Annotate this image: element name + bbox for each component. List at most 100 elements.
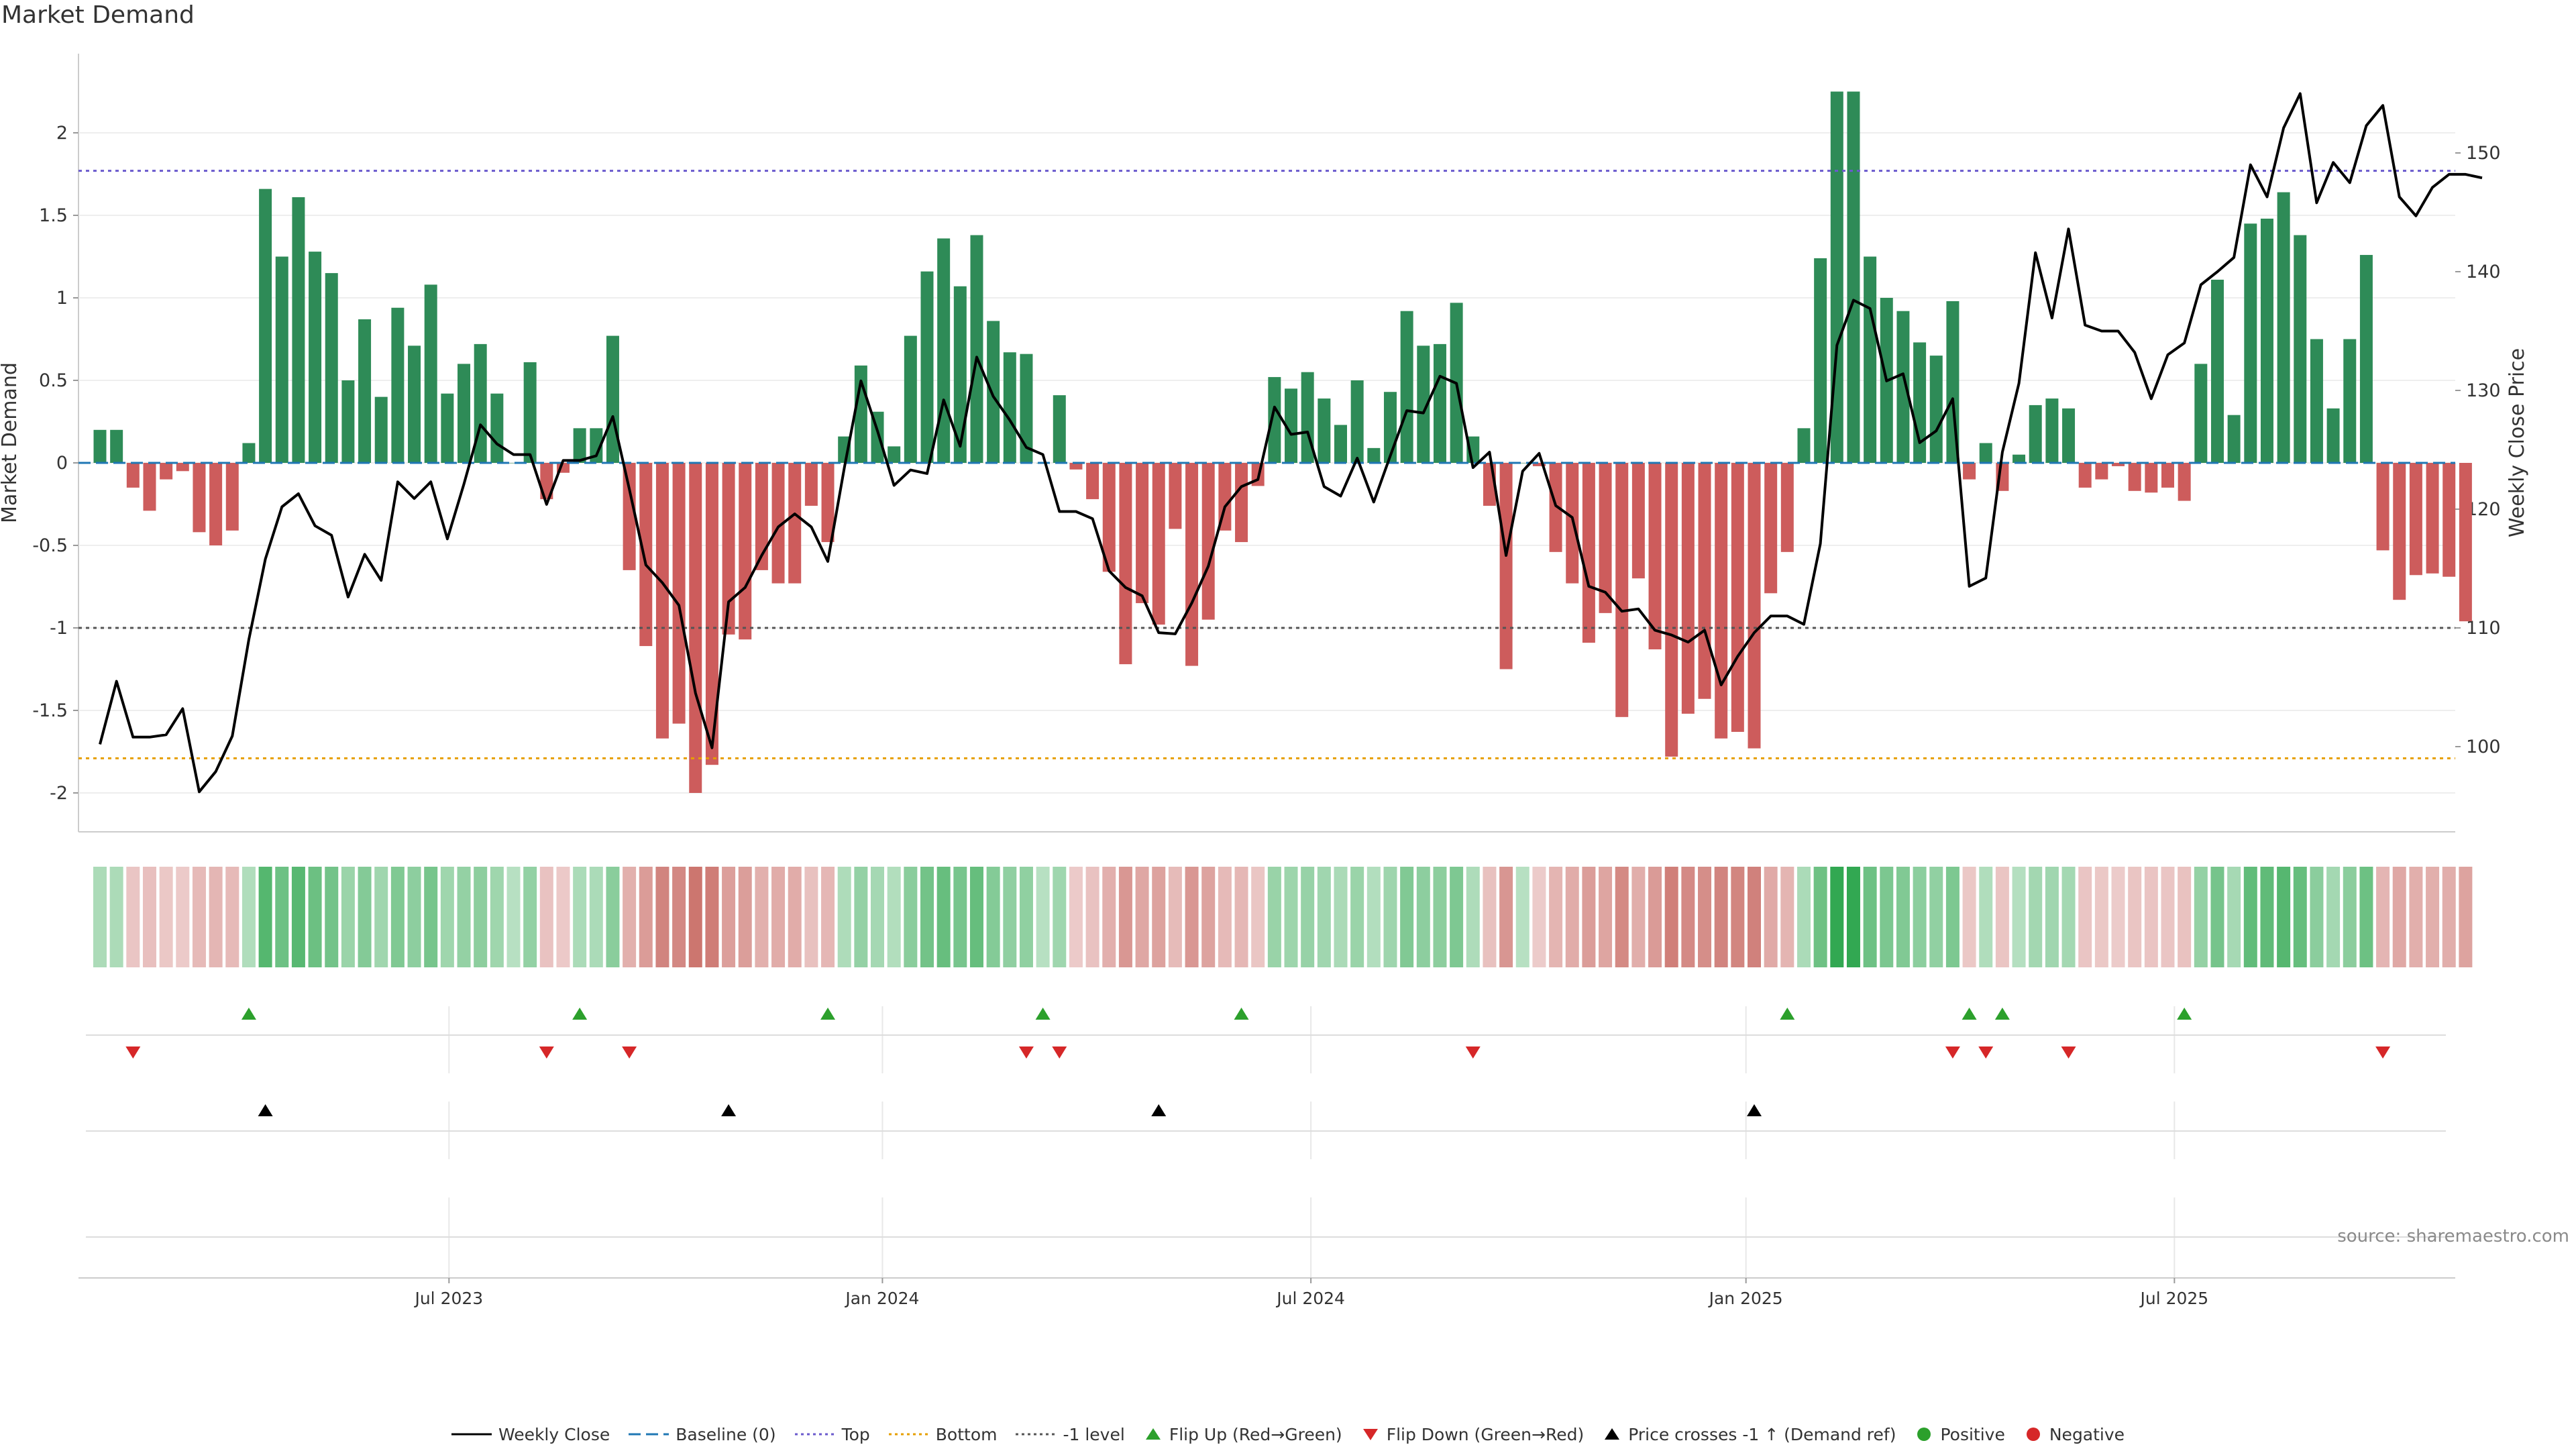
legend: Weekly Close Baseline (0) Top Bottom -1 leve… — [0, 1421, 2576, 1448]
heat-cell — [573, 867, 587, 967]
x-tick-label: Jan 2024 — [844, 1289, 919, 1308]
demand-bar — [193, 463, 206, 533]
heat-cell — [1218, 867, 1232, 967]
demand-bar — [1715, 463, 1728, 739]
heat-cell — [2359, 867, 2373, 967]
legend-item-flip-down: Flip Down (Green→Red) — [1361, 1425, 1584, 1444]
legend-label: -1 level — [1063, 1424, 1125, 1444]
heat-cell — [705, 867, 719, 967]
heat-cell — [258, 867, 272, 967]
heat-cell — [2426, 867, 2440, 967]
chart-title: Market Demand — [1, 1, 195, 29]
heat-cell — [341, 867, 355, 967]
heat-cell — [1053, 867, 1067, 967]
heat-cell — [606, 867, 620, 967]
demand-bar — [1069, 463, 1083, 470]
demand-bar — [1665, 463, 1678, 757]
heat-cell — [1085, 867, 1099, 967]
demand-bar — [2210, 279, 2224, 463]
legend-label: Positive — [1940, 1424, 2005, 1444]
demand-bar — [1681, 463, 1695, 714]
heat-cell — [1251, 867, 1265, 967]
heat-cell — [804, 867, 818, 967]
heat-cell — [506, 867, 521, 967]
y-tick-label: 1.5 — [39, 205, 68, 226]
demand-bar — [1549, 463, 1562, 552]
y-tick-label: 1 — [56, 288, 68, 309]
demand-bar — [2161, 463, 2174, 488]
demand-bar — [904, 335, 917, 463]
y2-axis-label: Weekly Close Price — [2506, 348, 2529, 537]
flip-down-legend-icon — [1362, 1429, 1378, 1440]
heat-cell — [2161, 867, 2175, 967]
heat-cell — [241, 867, 256, 967]
flip-up-marker — [820, 1008, 836, 1020]
heat-cell — [192, 867, 206, 967]
heat-cell — [93, 867, 107, 967]
heat-cell — [1698, 867, 1712, 967]
y-tick-label: -0.5 — [32, 535, 68, 556]
demand-bar — [1417, 345, 1430, 463]
price-cross-marker — [721, 1104, 737, 1116]
heat-cell — [1102, 867, 1116, 967]
heat-cell — [490, 867, 504, 967]
heat-cell — [722, 867, 736, 967]
demand-bar — [771, 463, 785, 584]
heat-cell — [2459, 867, 2473, 967]
demand-bar — [920, 271, 934, 463]
demand-bar — [2343, 339, 2357, 463]
y-tick-label: -2 — [50, 783, 68, 804]
demand-bar — [490, 393, 504, 463]
heat-cell — [1846, 867, 1860, 967]
heat-cell — [2326, 867, 2341, 967]
demand-bar — [606, 335, 619, 463]
heat-cell — [275, 867, 289, 967]
heat-cell — [2194, 867, 2208, 967]
demand-bar — [1648, 463, 1662, 649]
heat-cell — [225, 867, 239, 967]
demand-bar — [1731, 463, 1744, 732]
demand-bar — [2029, 405, 2042, 463]
demand-bar — [242, 443, 256, 463]
demand-bar — [1797, 428, 1811, 463]
demand-bar — [259, 189, 272, 463]
heat-cell — [2293, 867, 2307, 967]
demand-bar — [1169, 463, 1182, 529]
demand-bar — [2359, 255, 2373, 463]
heat-cell — [1450, 867, 1464, 967]
heat-cell — [2310, 867, 2324, 967]
flip-down-marker — [622, 1046, 637, 1059]
demand-bar — [441, 393, 454, 463]
x-tick-label: Jan 2025 — [1708, 1289, 1783, 1308]
legend-item-top: Top — [794, 1425, 870, 1444]
heat-cell — [2094, 867, 2108, 967]
heat-cell — [623, 867, 637, 967]
demand-bar — [2095, 463, 2108, 480]
demand-bar — [309, 252, 322, 463]
demand-bar — [540, 463, 553, 500]
bottom-legend-icon — [888, 1433, 929, 1436]
heat-cell — [871, 867, 885, 967]
demand-bar — [804, 463, 818, 506]
heat-cell — [440, 867, 454, 967]
demand-bar — [1780, 463, 1794, 552]
demand-bar — [1102, 463, 1116, 572]
heat-cell — [1714, 867, 1728, 967]
demand-bar — [987, 321, 1000, 463]
heat-cell — [2144, 867, 2158, 967]
demand-bar — [590, 428, 603, 463]
demand-bar — [821, 463, 835, 543]
legend-label: Negative — [2049, 1424, 2125, 1444]
heat-cell — [539, 867, 553, 967]
positive-legend-icon — [1917, 1428, 1931, 1441]
demand-bar — [93, 429, 107, 463]
heat-cell — [2409, 867, 2423, 967]
demand-bar — [2443, 463, 2456, 577]
demand-bar — [2078, 463, 2092, 488]
heat-cell — [1780, 867, 1794, 967]
flip-up-marker — [1962, 1008, 1977, 1020]
demand-bar — [391, 307, 405, 463]
heat-cell — [2061, 867, 2076, 967]
demand-bar — [176, 463, 189, 472]
demand-bar — [1847, 91, 1860, 463]
